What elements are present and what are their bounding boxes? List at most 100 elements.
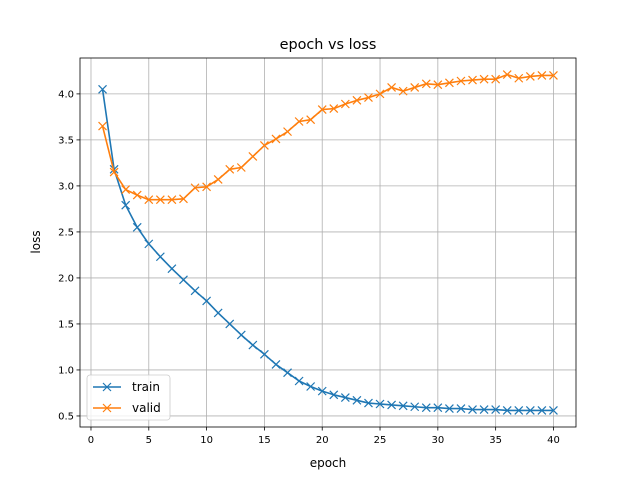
valid-point (167, 195, 177, 205)
y-tick-label: 2.5 (58, 227, 74, 238)
valid-point (479, 74, 489, 84)
y-tick-label: 1.0 (58, 365, 74, 376)
train-point (202, 296, 212, 306)
valid-point (410, 83, 420, 92)
valid-point (468, 75, 477, 85)
valid-point (456, 76, 466, 86)
y-tick-label: 4.0 (58, 89, 74, 100)
x-axis-label: epoch (310, 456, 347, 470)
valid-point (421, 79, 431, 89)
valid-point (271, 134, 281, 144)
train-point (283, 368, 292, 378)
train-point (421, 403, 431, 413)
train-point (433, 403, 443, 413)
train-point (98, 84, 107, 94)
legend: train valid (86, 374, 171, 421)
y-tick-label: 0.5 (58, 411, 74, 422)
train-point (525, 406, 535, 415)
train-point (121, 200, 131, 210)
valid-point (225, 164, 235, 174)
valid-point (352, 95, 362, 105)
valid-point (236, 163, 246, 172)
train-point (479, 405, 489, 414)
valid-point (294, 117, 304, 126)
train-point (352, 395, 362, 405)
train-point (317, 386, 327, 396)
plot-area (98, 70, 558, 415)
x-tick-label: 5 (146, 435, 152, 446)
valid-point (340, 99, 350, 109)
train-point (132, 222, 142, 232)
y-axis-label: loss (29, 230, 43, 253)
train-point (294, 376, 304, 386)
valid-point (98, 121, 107, 131)
x-tick-label: 20 (316, 435, 329, 446)
valid-point (398, 86, 408, 96)
train-point (248, 340, 258, 350)
train-point (514, 406, 524, 415)
train-point (398, 401, 408, 411)
train-point (468, 405, 477, 414)
valid-point (525, 71, 535, 81)
train-point (155, 252, 165, 262)
train-point (456, 404, 466, 414)
x-tick-label: 25 (374, 435, 387, 446)
valid-point (444, 78, 454, 88)
grid (80, 58, 576, 427)
valid-point (155, 195, 165, 205)
train-point (271, 360, 281, 369)
valid-point (317, 105, 327, 114)
valid-point (491, 74, 501, 84)
legend-label-train: train (132, 380, 160, 394)
train-point (329, 390, 339, 400)
valid-point (259, 140, 269, 150)
x-tick-label: 40 (547, 435, 560, 446)
valid-point (502, 70, 512, 79)
train-point (340, 393, 350, 402)
train-point (236, 330, 246, 340)
valid-point (433, 80, 443, 90)
train-point (537, 406, 547, 415)
train-point (375, 399, 385, 409)
train-point (306, 382, 316, 391)
y-tick-label: 1.5 (58, 319, 74, 330)
train-point (387, 400, 397, 410)
valid-point (202, 182, 212, 192)
train-point (259, 349, 269, 359)
y-tick-label: 3.0 (58, 181, 74, 192)
train-point (364, 398, 373, 408)
valid-point (121, 185, 131, 195)
valid-point (549, 71, 558, 80)
x-tick-label: 10 (200, 435, 213, 446)
train-point (549, 406, 558, 415)
y-tick-label: 3.5 (58, 135, 74, 146)
train-point (167, 264, 177, 274)
valid-point (514, 73, 524, 83)
train-point (213, 308, 223, 318)
valid-point (109, 167, 119, 177)
valid-point (387, 83, 397, 92)
train-point (491, 405, 501, 414)
valid-point (190, 183, 200, 193)
legend-label-valid: valid (132, 401, 161, 415)
valid-point (537, 71, 547, 80)
legend-marker-valid (102, 403, 112, 413)
valid-point (283, 127, 292, 137)
valid-point (329, 104, 339, 114)
x-tick-label: 15 (258, 435, 271, 446)
valid-point (213, 175, 223, 184)
ticks: 0 5 10 15 20 25 30 35 40 0.5 1.0 1.5 2.0 2.5 3.0 3.5 4.0 (58, 89, 560, 446)
train-point (225, 319, 235, 329)
train-point (502, 406, 512, 415)
valid-point (179, 194, 188, 204)
valid-point (144, 195, 154, 205)
valid-point (248, 152, 258, 161)
legend-marker-train (102, 382, 112, 392)
train-point (179, 275, 188, 285)
train-point (444, 404, 454, 414)
x-tick-label: 35 (489, 435, 502, 446)
train-line (101, 89, 554, 412)
train-point (144, 239, 154, 249)
valid-point (132, 190, 142, 200)
